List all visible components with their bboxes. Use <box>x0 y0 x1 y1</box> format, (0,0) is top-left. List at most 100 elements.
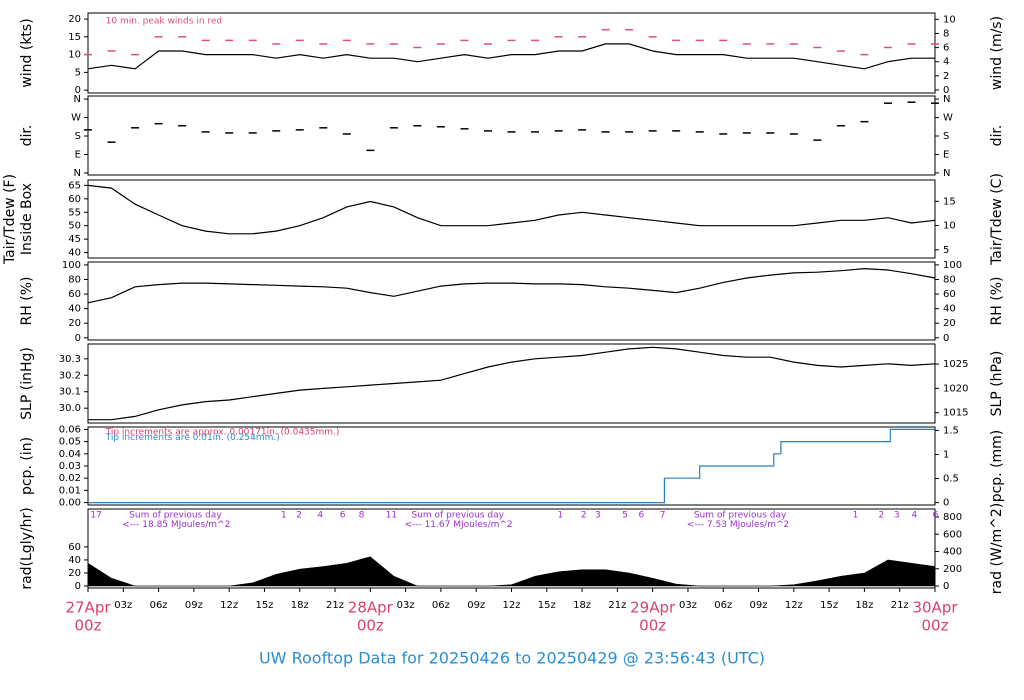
x-tick-label: 03z <box>397 600 415 611</box>
y2-tick-label: 400 <box>943 547 962 558</box>
x-tick-label: 06z <box>714 600 732 611</box>
y-tick-label: 20 <box>68 318 81 329</box>
chart-title: UW Rooftop Data for 20250426 to 20250429… <box>259 649 765 668</box>
y2-tick-label: E <box>943 149 949 160</box>
y2-tick-label: 5 <box>943 245 949 256</box>
x-tick-label: 15z <box>255 600 273 611</box>
annotation: 2 <box>296 510 302 520</box>
y-axis-label: Tair/Tdew (F) <box>2 174 18 265</box>
y2-tick-label: 1015 <box>943 408 968 419</box>
annotation: 1 <box>281 510 287 520</box>
y-tick-label: 20 <box>68 568 81 579</box>
y-tick-label: 60 <box>68 289 81 300</box>
y2-tick-label: 40 <box>943 304 956 315</box>
y2-axis-label: rad (W/m^2) <box>989 503 1005 594</box>
x-date-label: 00z <box>75 617 102 635</box>
y2-tick-label: 0 <box>943 85 949 96</box>
y2-tick-label: S <box>943 131 949 142</box>
x-date-label: 30Apr <box>912 599 958 617</box>
panel-frame <box>87 261 936 341</box>
annotation: <--- 7.53 MJoules/m^2 <box>687 520 789 530</box>
annotation: 4 <box>911 510 917 520</box>
y2-axis-label: RH (%) <box>989 277 1005 326</box>
y-tick-label: 15 <box>68 32 81 43</box>
data-line <box>87 43 935 70</box>
x-tick-label: 21z <box>891 600 909 611</box>
y2-tick-label: 1 <box>943 449 949 460</box>
y-tick-label: 40 <box>68 248 81 259</box>
y-tick-label: 30.2 <box>59 370 81 381</box>
y-tick-label: 40 <box>68 555 81 566</box>
x-date-label: 00z <box>639 617 666 635</box>
y2-tick-label: 1020 <box>943 383 968 394</box>
y-tick-label: 80 <box>68 274 81 285</box>
x-tick-label: 18z <box>291 600 309 611</box>
y-tick-label: 55 <box>68 207 81 218</box>
y-tick-label: 30.3 <box>59 354 81 365</box>
x-tick-label: 18z <box>855 600 873 611</box>
panel-frame <box>87 343 936 424</box>
y2-axis-label: dir. <box>989 125 1005 147</box>
annotation: 8 <box>359 510 365 520</box>
x-tick-label: 18z <box>573 600 591 611</box>
y2-tick-label: 10 <box>943 221 956 232</box>
y-tick-label: E <box>75 149 81 160</box>
x-tick-label: 09z <box>467 600 485 611</box>
annotation: <--- 18.85 MJoules/m^2 <box>122 520 230 530</box>
x-tick-label: 12z <box>785 600 803 611</box>
y-axis-label: wind (kts) <box>19 18 35 87</box>
x-tick-label: 09z <box>185 600 203 611</box>
annotation: 6 <box>340 510 346 520</box>
y-axis-label: dir. <box>19 125 35 147</box>
panel-frame <box>87 95 936 176</box>
y2-tick-label: W <box>943 113 953 124</box>
y-tick-label: N <box>74 168 81 179</box>
y2-tick-label: 4 <box>943 57 949 68</box>
y-tick-label: 10 <box>68 50 81 61</box>
x-tick-label: 06z <box>150 600 168 611</box>
panel-frame <box>87 12 936 94</box>
y2-tick-label: 8 <box>943 28 949 39</box>
x-date-label: 00z <box>357 617 384 635</box>
y2-axis-label: SLP (hPa) <box>989 351 1005 417</box>
data-line <box>87 184 936 235</box>
y-tick-label: 0.00 <box>59 498 81 509</box>
annotation: 3 <box>595 510 601 520</box>
y-tick-label: 45 <box>68 234 81 245</box>
y-tick-label: 0 <box>75 85 81 96</box>
panel-frame <box>87 179 936 259</box>
annotation: <--- 11.67 MJoules/m^2 <box>404 520 512 530</box>
data-area <box>87 556 936 587</box>
y-tick-label: 100 <box>62 260 81 271</box>
y2-tick-label: 1.5 <box>943 425 959 436</box>
annotation: 4 <box>317 510 323 520</box>
annotation: 3 <box>894 510 900 520</box>
y2-tick-label: 0 <box>943 498 949 509</box>
data-line <box>88 428 935 504</box>
annotation: 2 <box>581 510 587 520</box>
y2-tick-label: N <box>943 168 950 179</box>
annotation: 7 <box>660 510 666 520</box>
y2-tick-label: 0 <box>943 581 949 592</box>
annotation: 5 <box>622 510 628 520</box>
annotation: Tip increments are approx. 0.00171in. (0… <box>105 428 340 438</box>
x-tick-label: 09z <box>750 600 768 611</box>
y-tick-label: 20 <box>68 14 81 25</box>
x-tick-label: 21z <box>608 600 626 611</box>
y-axis-label: rad(Lgly/hr) <box>19 507 35 589</box>
x-tick-label: 03z <box>114 600 132 611</box>
x-date-label: 28Apr <box>348 599 394 617</box>
y2-tick-label: 15 <box>943 196 956 207</box>
y-tick-label: 0.06 <box>59 424 81 435</box>
x-tick-label: 03z <box>679 600 697 611</box>
x-date-label: 29Apr <box>630 599 676 617</box>
y-tick-label: 0.02 <box>59 473 81 484</box>
y2-axis-label: pcp. (mm) <box>989 430 1005 503</box>
annotation: 1 <box>853 510 859 520</box>
y2-tick-label: 0 <box>943 333 949 344</box>
annotation: Sum of previous day <box>412 510 505 520</box>
y-tick-label: 0.01 <box>59 485 81 496</box>
annotation: Tip increments are 0.01in. (0.254mm.) <box>105 433 280 443</box>
x-date-label: 27Apr <box>65 599 111 617</box>
